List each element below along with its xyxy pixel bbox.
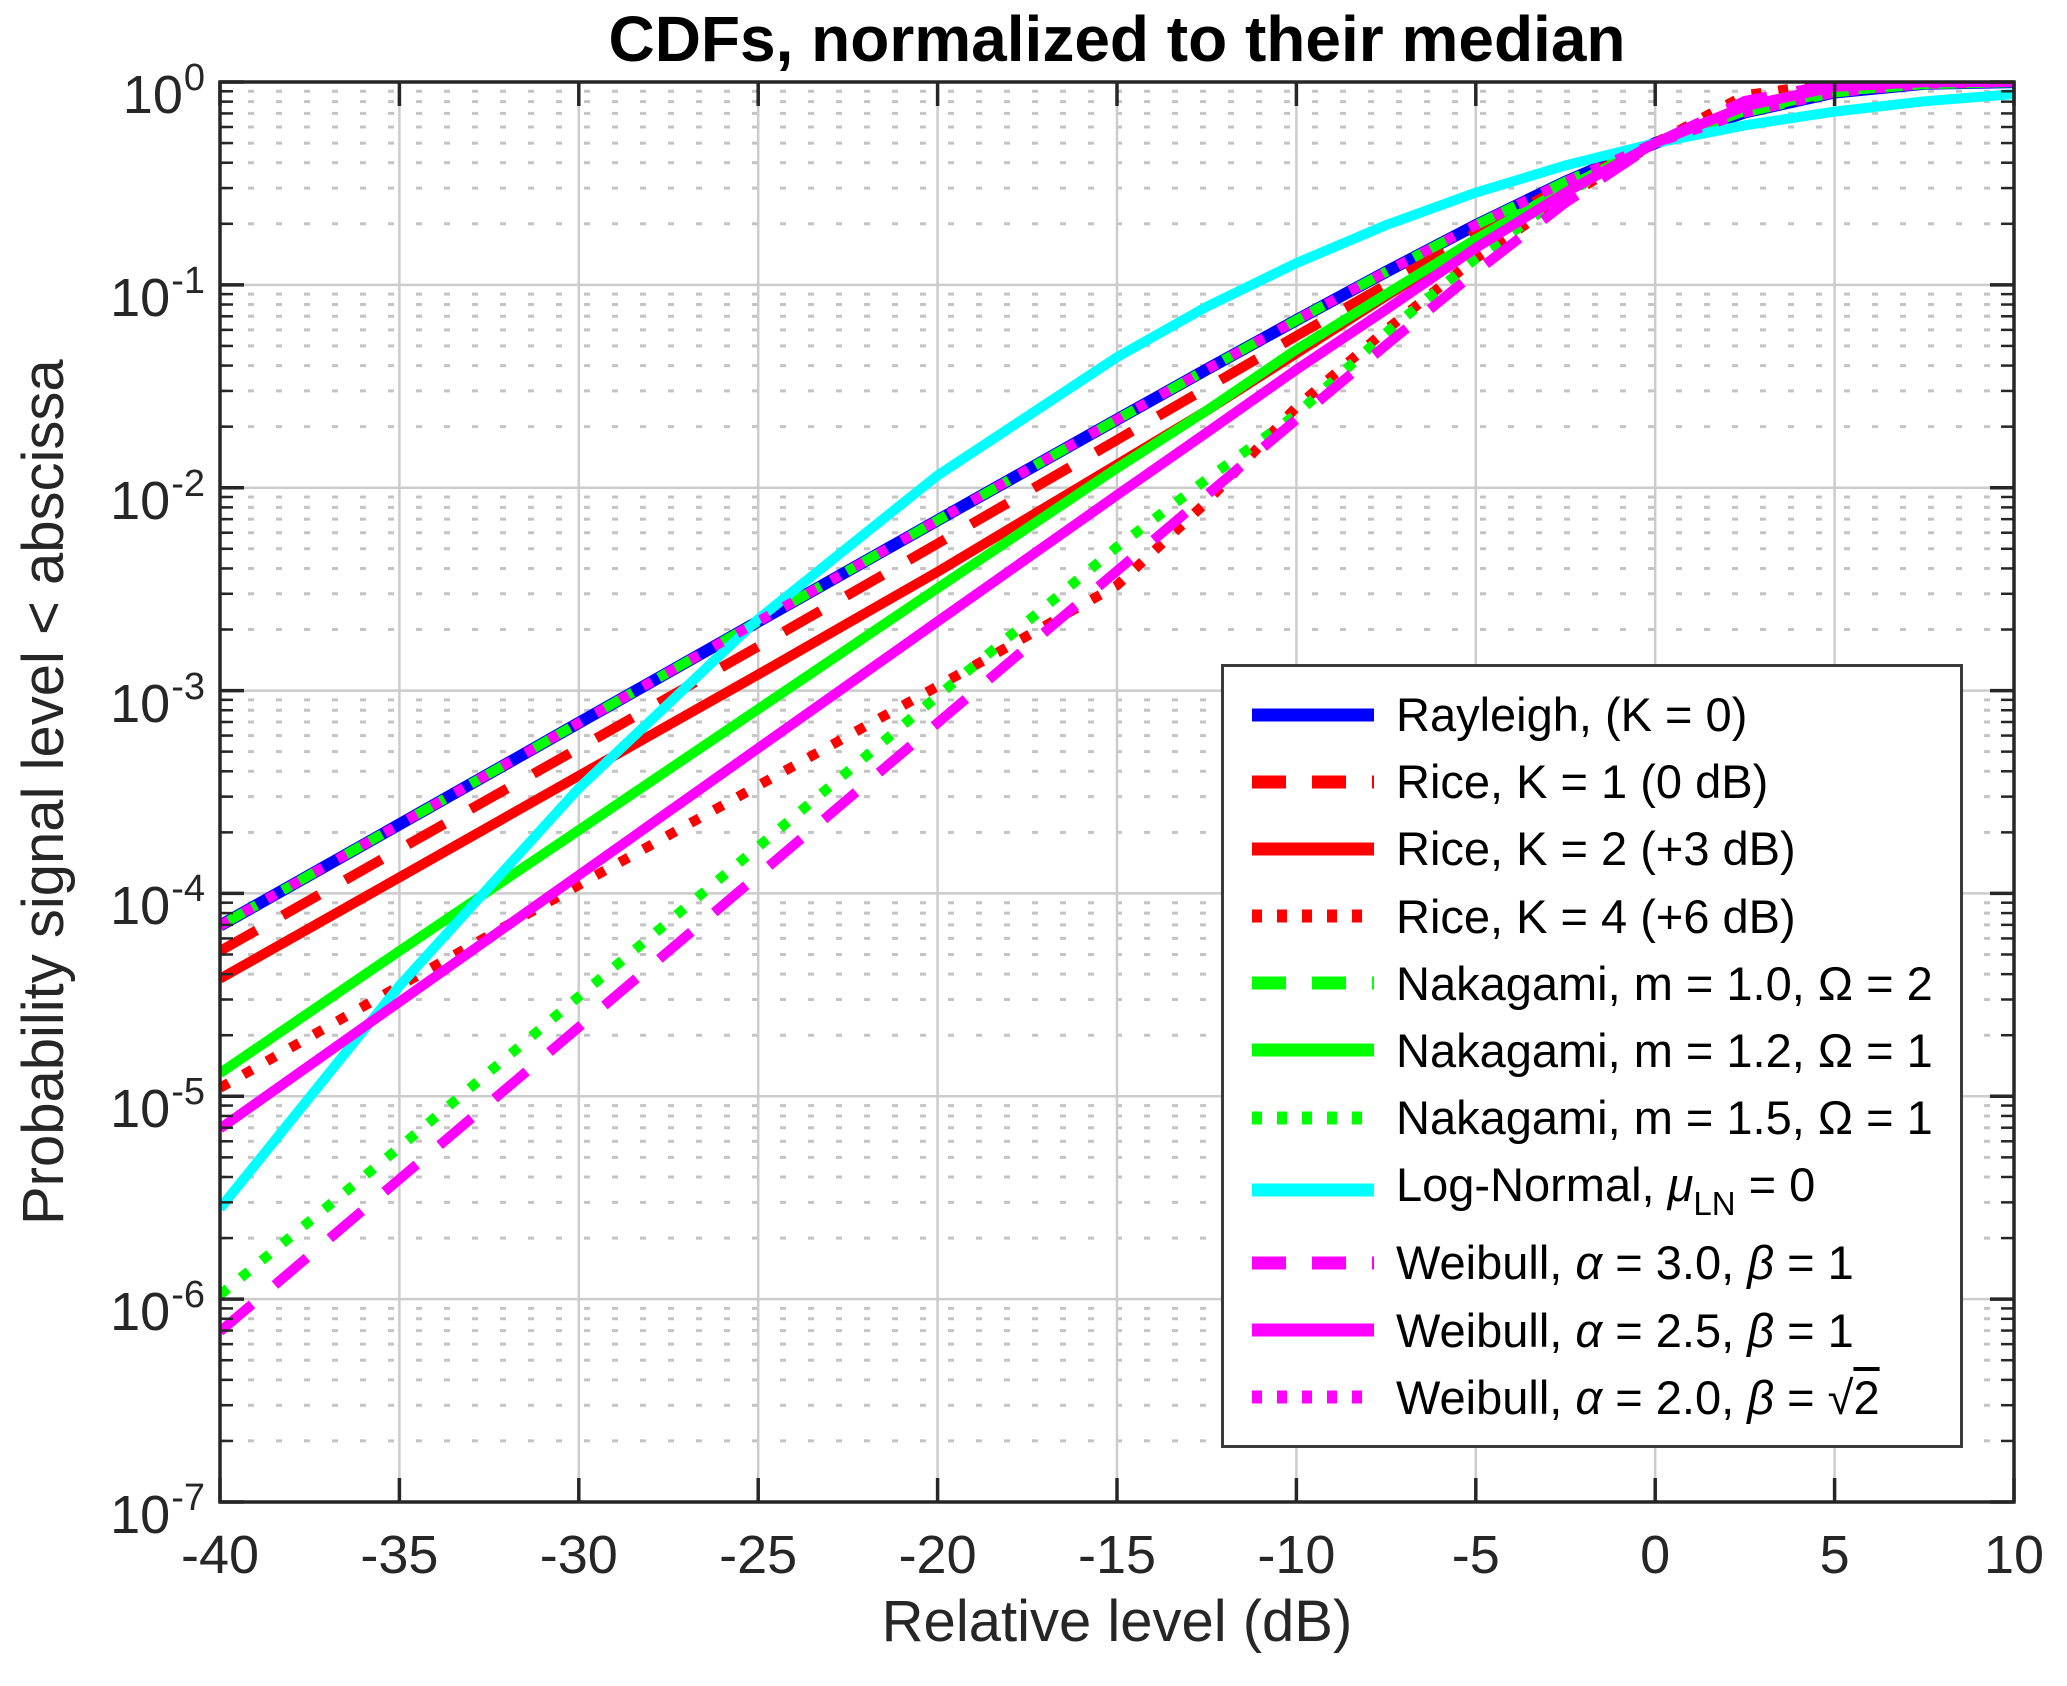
legend-item-label: Rice, K = 1 (0 dB) bbox=[1396, 755, 1769, 809]
legend-swatch-line bbox=[1252, 842, 1374, 856]
x-tick-label: 5 bbox=[1819, 1525, 1850, 1585]
legend-item: Nakagami, m = 1.0, Ω = 2 bbox=[1224, 956, 1960, 1011]
legend-item-label: Weibull, α = 2.0, β = √2 bbox=[1396, 1370, 1880, 1424]
legend-item-label: Rayleigh, (K = 0) bbox=[1396, 688, 1748, 742]
legend-item: Nakagami, m = 1.2, Ω = 1 bbox=[1224, 1023, 1960, 1078]
legend-item-label: Weibull, α = 2.5, β = 1 bbox=[1396, 1303, 1854, 1357]
y-tick-label: 10-5 bbox=[110, 1071, 205, 1140]
y-tick-label: 100 bbox=[122, 57, 205, 125]
x-tick-label: -25 bbox=[719, 1525, 798, 1585]
curve-7 bbox=[220, 89, 2014, 1212]
legend-swatch-line bbox=[1252, 1390, 1374, 1404]
x-tick-label: -20 bbox=[898, 1525, 977, 1585]
legend-item-label: Rice, K = 4 (+6 dB) bbox=[1396, 889, 1796, 943]
legend-swatch-line bbox=[1252, 708, 1374, 722]
legend: Rayleigh, (K = 0) Rice, K = 1 (0 dB) Rice,… bbox=[1221, 664, 1963, 1448]
chart-title: CDFs, normalized to their median bbox=[608, 3, 1626, 75]
legend-swatch-line bbox=[1252, 976, 1374, 990]
legend-swatch-line bbox=[1252, 1183, 1374, 1197]
x-axis-label: Relative level (dB) bbox=[881, 1589, 1353, 1654]
legend-item-label: Rice, K = 2 (+3 dB) bbox=[1396, 822, 1796, 876]
y-tick-label: 10-4 bbox=[110, 868, 205, 937]
legend-swatch-line bbox=[1252, 1043, 1374, 1057]
axis-box bbox=[218, 80, 2016, 1504]
legend-item: Rice, K = 1 (0 dB) bbox=[1224, 754, 1960, 809]
x-tick-label: -10 bbox=[1257, 1525, 1336, 1585]
x-tick-label: -5 bbox=[1451, 1525, 1500, 1585]
x-tick-label: 10 bbox=[1983, 1525, 2045, 1585]
legend-item-label: Nakagami, m = 1.0, Ω = 2 bbox=[1396, 956, 1933, 1010]
curve-10 bbox=[220, 82, 2014, 931]
y-tick-label: 10-7 bbox=[110, 1477, 205, 1545]
legend-swatch-line bbox=[1252, 909, 1374, 923]
legend-item: Log-Normal, μLN = 0 bbox=[1224, 1157, 1960, 1223]
x-tick-label: -15 bbox=[1077, 1525, 1157, 1585]
x-tick-label: 0 bbox=[1640, 1525, 1671, 1585]
y-tick-label: 10-2 bbox=[110, 462, 205, 531]
legend-swatch-line bbox=[1252, 1323, 1374, 1337]
legend-swatch-line bbox=[1252, 775, 1374, 789]
legend-item: Rice, K = 4 (+6 dB) bbox=[1224, 889, 1960, 944]
x-tick-label: -40 bbox=[180, 1525, 260, 1585]
legend-swatch-line bbox=[1252, 1111, 1374, 1125]
legend-item-label: Log-Normal, μLN = 0 bbox=[1396, 1158, 1816, 1223]
legend-item: Nakagami, m = 1.5, Ω = 1 bbox=[1224, 1090, 1960, 1145]
curve-8 bbox=[220, 82, 2014, 1336]
legend-item: Weibull, α = 3.0, β = 1 bbox=[1224, 1235, 1960, 1290]
x-tick-label: -30 bbox=[539, 1525, 618, 1585]
legend-item: Rayleigh, (K = 0) bbox=[1224, 687, 1960, 742]
legend-item-label: Nakagami, m = 1.2, Ω = 1 bbox=[1396, 1023, 1933, 1077]
x-tick-label: -35 bbox=[360, 1525, 439, 1585]
curves bbox=[220, 82, 2014, 1336]
y-tick-label: 10-1 bbox=[110, 259, 205, 328]
legend-item: Weibull, α = 2.0, β = √2 bbox=[1224, 1370, 1960, 1425]
curve-9 bbox=[220, 82, 2014, 1133]
y-tick-label: 10-3 bbox=[110, 665, 205, 734]
legend-item-label: Nakagami, m = 1.5, Ω = 1 bbox=[1396, 1091, 1933, 1145]
legend-item-label: Weibull, α = 3.0, β = 1 bbox=[1396, 1236, 1854, 1290]
y-tick-label: 10-6 bbox=[110, 1274, 205, 1343]
legend-item: Rice, K = 2 (+3 dB) bbox=[1224, 821, 1960, 876]
legend-swatch-line bbox=[1252, 1256, 1374, 1270]
legend-item: Weibull, α = 2.5, β = 1 bbox=[1224, 1303, 1960, 1358]
curve-3 bbox=[220, 82, 2014, 1093]
